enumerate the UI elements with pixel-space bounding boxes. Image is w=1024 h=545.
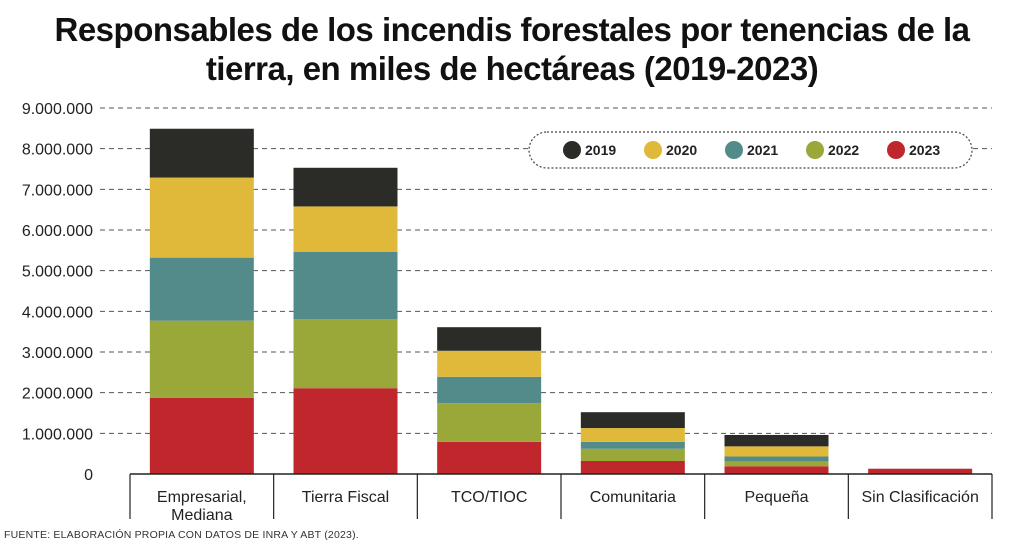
bar-segment [149,177,254,258]
bar-segment [293,251,398,320]
bar-segment [437,441,542,474]
y-tick-label: 1.000.000 [22,426,93,443]
bar-segment [724,434,829,447]
legend-swatch [563,141,581,159]
bar-segment [293,388,398,474]
bar-segment [437,350,542,377]
legend-swatch [887,141,905,159]
bar-segment [149,320,254,398]
bar-segment [149,397,254,474]
y-tick-label: 2.000.000 [22,386,93,403]
y-tick-label: 8.000.000 [22,142,93,159]
source-note: FUENTE: ELABORACIÓN PROPIA CON DATOS DE … [4,529,359,541]
legend-label: 2021 [747,142,778,158]
bar-segment [293,319,398,389]
bar-segment [149,257,254,321]
x-category-label: TCO/TIOC [451,489,527,506]
legend-swatch [725,141,743,159]
bar-segment [724,466,829,474]
bar-segment [293,167,398,207]
y-tick-label: 9.000.000 [22,101,93,118]
y-tick-label: 5.000.000 [22,264,93,281]
x-category-label: Empresarial, [157,489,247,506]
bar-segment [580,428,685,442]
chart-title-line-1: Responsables de los incendis forestales … [54,11,971,48]
y-tick-label: 0 [84,467,93,484]
bar-segment [580,441,685,449]
bar-segment [149,128,254,178]
legend-label: 2022 [828,142,859,158]
bar-segment [293,206,398,252]
bar-segment [868,468,973,474]
y-tick-label: 3.000.000 [22,345,93,362]
bar-segment [437,376,542,404]
y-tick-label: 4.000.000 [22,304,93,321]
legend-swatch [806,141,824,159]
legend-frame [528,131,973,169]
chart-title: Responsables de los incendis forestales … [0,10,1024,88]
chart-title-line-2: tierra, en miles de hectáreas (2019-2023… [205,50,819,87]
x-category-label: Tierra Fiscal [302,489,389,506]
legend-label: 2023 [909,142,940,158]
x-category-label: Comunitaria [590,489,676,506]
x-category-label: Mediana [171,507,232,524]
legend-label: 2020 [666,142,697,158]
legend-label: 2019 [585,142,616,158]
bar-segment [437,403,542,442]
bar-segment [580,448,685,461]
bar-segment [724,461,829,467]
y-tick-label: 7.000.000 [22,182,93,199]
bar-segment [724,446,829,457]
legend-swatch [644,141,662,159]
bar-segment [580,460,685,474]
x-category-label: Sin Clasificación [861,489,978,506]
x-category-label: Pequeña [744,489,808,506]
bar-segment [580,412,685,429]
bar-segment [437,327,542,351]
y-tick-label: 6.000.000 [22,223,93,240]
bar-segment [724,456,829,462]
